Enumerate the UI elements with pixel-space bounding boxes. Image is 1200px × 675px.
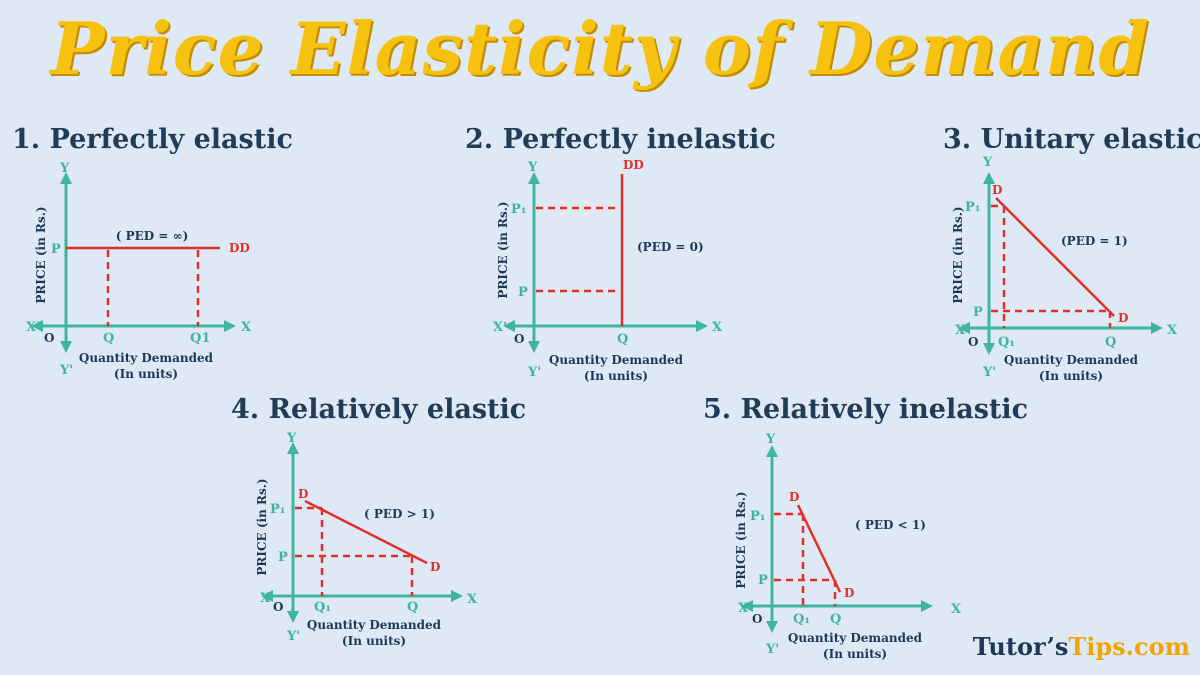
x-axis-label: X (467, 592, 478, 607)
axes (958, 172, 1163, 355)
q-tick-label: Q (830, 612, 841, 627)
panel-2-heading: 2. Perfectly inelastic (465, 124, 776, 155)
quantity-axis-unit: (In units) (342, 634, 406, 648)
q-tick-label: Q (617, 332, 628, 347)
quantity-axis-unit: (In units) (114, 367, 178, 381)
y-neg-axis-label: Y' (286, 629, 300, 644)
p1-tick-label: P₁ (750, 509, 765, 524)
brand-name-part1: Tutor’s (972, 632, 1069, 661)
x-neg-axis-label: X' (738, 601, 752, 616)
x-neg-axis-label: X' (493, 320, 507, 335)
p-tick-label: P (51, 242, 61, 257)
x-neg-axis-label: X' (955, 323, 969, 338)
curve-label-bottom: D (430, 560, 440, 574)
quantity-axis-title: Quantity Demanded (307, 618, 442, 632)
x-axis-label: X (712, 320, 723, 335)
quantity-axis-title: Quantity Demanded (79, 351, 214, 365)
brand-name-part2: Tips.com (1068, 632, 1190, 661)
quantity-axis-title: Quantity Demanded (1004, 353, 1139, 367)
y-neg-axis-label: Y' (765, 642, 779, 657)
x-axis-label: X (241, 320, 252, 335)
curve-label: DD (623, 158, 644, 172)
curve-label-bottom: D (1118, 311, 1128, 325)
price-axis-title: PRICE (in Rs.) (951, 206, 965, 303)
ped-label: (PED = 1) (1061, 234, 1128, 248)
axes (741, 445, 933, 633)
x-neg-axis-label: X' (260, 591, 274, 606)
ped-label: ( PED = ∞) (116, 229, 189, 243)
origin-label: O (752, 612, 762, 626)
panel-1-heading: 1. Perfectly elastic (12, 124, 293, 155)
p-tick-label: P (758, 573, 768, 588)
q-tick-label: Q (407, 600, 418, 615)
curve-label-top: D (298, 487, 308, 501)
axes (503, 172, 708, 353)
panel-3-heading: 3. Unitary elastic (943, 124, 1200, 155)
origin-label: O (968, 335, 978, 349)
axes (261, 442, 463, 623)
price-axis-title: PRICE (in Rs.) (34, 206, 48, 303)
x-neg-axis-label: X' (26, 320, 40, 335)
p-tick-label: P (973, 305, 983, 320)
y-axis-label: Y (527, 160, 538, 175)
quantity-axis-title: Quantity Demanded (549, 353, 684, 367)
quantity-axis-unit: (In units) (584, 369, 648, 383)
origin-label: O (273, 600, 283, 614)
curve-label-top: D (789, 490, 799, 504)
ped-label: (PED = 0) (637, 240, 704, 254)
y-neg-axis-label: Y' (59, 363, 73, 378)
curve-label-top: D (992, 183, 1002, 197)
q1-tick-label: Q₁ (998, 335, 1015, 350)
y-neg-axis-label: Y' (982, 365, 996, 380)
x-axis-label: X (951, 602, 962, 617)
demand-curve (796, 504, 842, 593)
page-title: Price Elasticity of Demand (50, 6, 1150, 91)
y-axis-label: Y (765, 432, 776, 447)
price-axis-title: PRICE (in Rs.) (255, 478, 269, 575)
curve-label-bottom: D (844, 586, 854, 600)
q1-tick-label: Q1 (190, 331, 210, 346)
y-neg-axis-label: Y' (527, 365, 541, 380)
y-axis-label: Y (982, 155, 993, 170)
price-axis-title: PRICE (in Rs.) (496, 201, 510, 298)
origin-label: O (514, 332, 524, 346)
q-tick-label: Q (1105, 335, 1116, 350)
quantity-axis-unit: (In units) (1039, 369, 1103, 383)
q1-tick-label: Q₁ (314, 600, 331, 615)
quantity-axis-unit: (In units) (823, 647, 887, 661)
brand-logo: Tutor’sTips.com (973, 632, 1190, 661)
panel-5-heading: 5. Relatively inelastic (703, 394, 1029, 425)
panel-4-heading: 4. Relatively elastic (231, 394, 527, 425)
p1-tick-label: P₁ (965, 200, 980, 215)
quantity-axis-title: Quantity Demanded (788, 631, 923, 645)
origin-label: O (44, 331, 54, 345)
p-tick-label: P (518, 285, 528, 300)
price-axis-title: PRICE (in Rs.) (734, 491, 748, 588)
p1-tick-label: P₁ (511, 202, 526, 217)
q1-tick-label: Q₁ (793, 612, 810, 627)
demand-curve (995, 197, 1115, 317)
x-axis-label: X (1167, 323, 1178, 338)
q-tick-label: Q (103, 331, 114, 346)
p-tick-label: P (278, 550, 288, 565)
ped-label: ( PED > 1) (364, 507, 435, 521)
y-axis-label: Y (59, 161, 70, 176)
y-axis-label: Y (286, 431, 297, 446)
axes (31, 172, 236, 353)
demand-curve (304, 499, 428, 565)
ped-label: ( PED < 1) (855, 518, 926, 532)
p1-tick-label: P₁ (270, 502, 285, 517)
curve-label: DD (229, 241, 250, 255)
